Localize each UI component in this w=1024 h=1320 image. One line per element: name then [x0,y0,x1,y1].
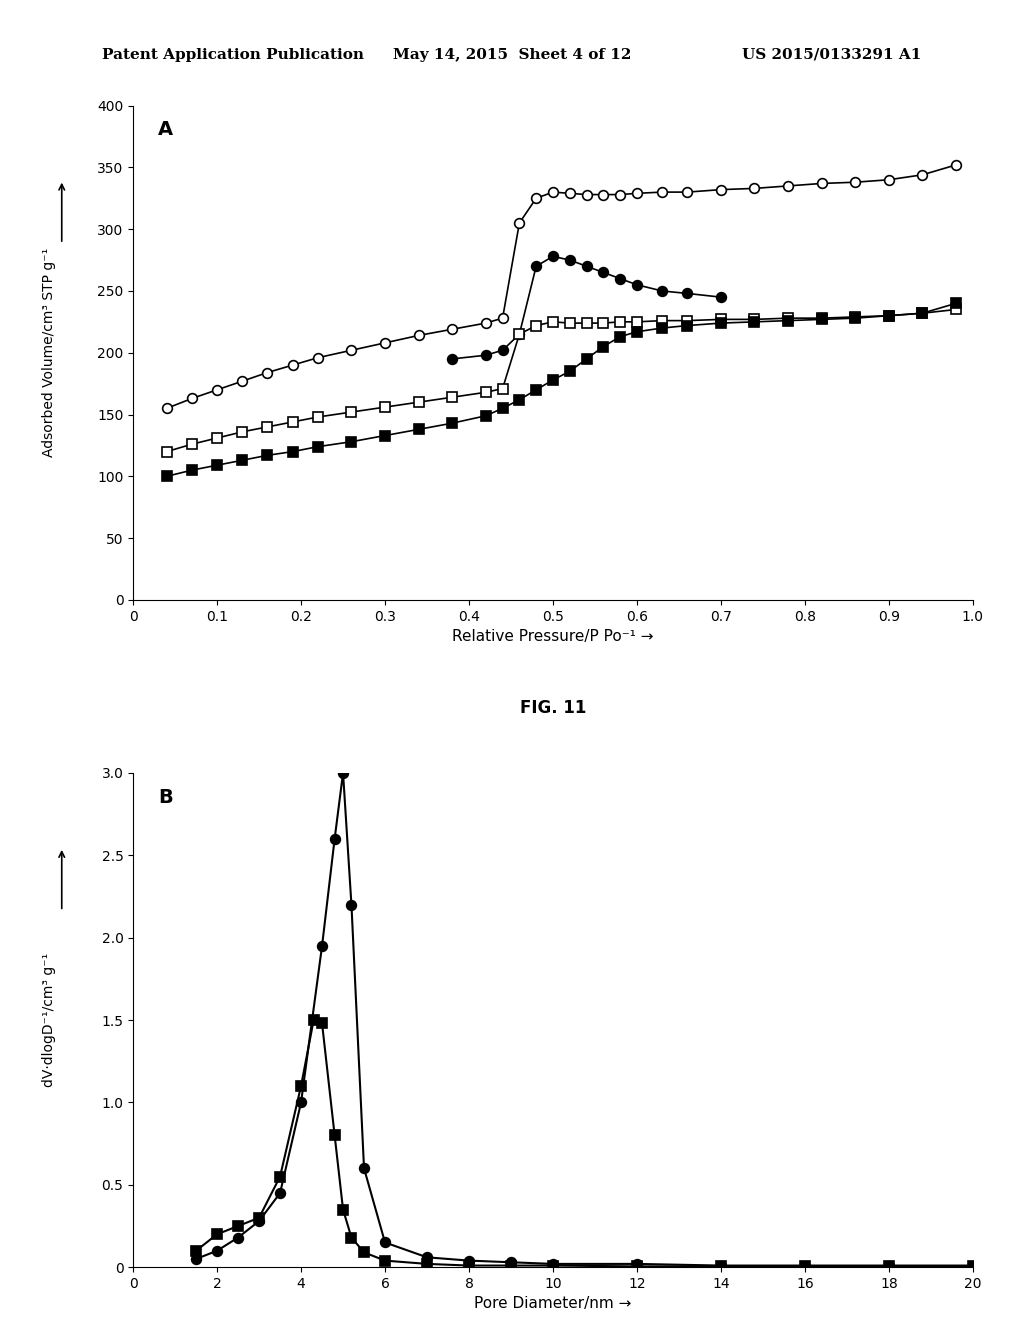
Text: dV·dlogD⁻¹/cm³ g⁻¹: dV·dlogD⁻¹/cm³ g⁻¹ [42,953,56,1088]
X-axis label: Pore Diameter/nm →: Pore Diameter/nm → [474,1296,632,1312]
Text: May 14, 2015  Sheet 4 of 12: May 14, 2015 Sheet 4 of 12 [393,48,631,62]
Text: Adsorbed Volume/cm³ STP g⁻¹: Adsorbed Volume/cm³ STP g⁻¹ [42,248,56,457]
Text: US 2015/0133291 A1: US 2015/0133291 A1 [742,48,922,62]
Text: B: B [159,788,173,807]
X-axis label: Relative Pressure/P Po⁻¹ →: Relative Pressure/P Po⁻¹ → [453,630,653,644]
Text: FIG. 11: FIG. 11 [520,698,586,717]
Text: Patent Application Publication: Patent Application Publication [102,48,365,62]
Text: A: A [159,120,173,140]
